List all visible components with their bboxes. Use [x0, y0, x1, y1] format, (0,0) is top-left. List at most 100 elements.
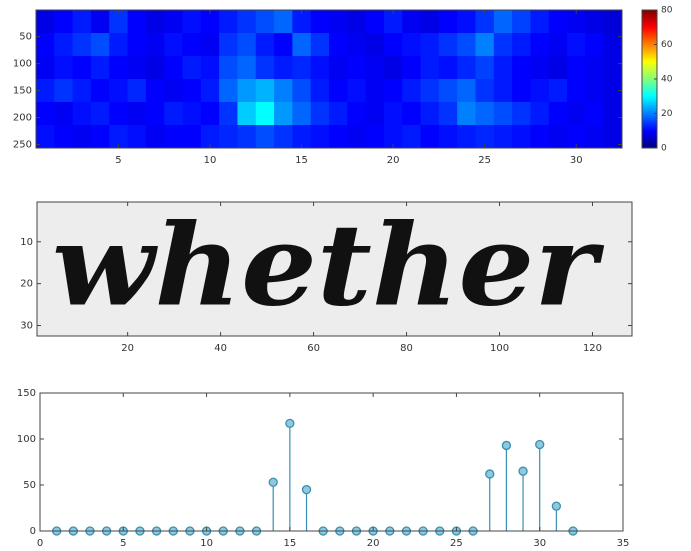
heat-cell	[237, 102, 256, 126]
x-tick-label: 15	[295, 155, 308, 166]
heat-cell	[146, 79, 165, 103]
heat-cell	[476, 102, 495, 126]
heat-cell	[439, 102, 458, 126]
heat-cell	[311, 10, 330, 34]
heat-cell	[494, 56, 513, 80]
heat-cell	[292, 79, 311, 103]
stem-marker	[536, 441, 544, 449]
heat-cell	[329, 79, 348, 103]
heat-cell	[109, 102, 128, 126]
heat-cell	[457, 102, 476, 126]
handwriting: whether	[52, 200, 604, 331]
heat-cell	[311, 56, 330, 80]
x-tick-label: 100	[490, 343, 509, 354]
heat-cell	[567, 56, 586, 80]
heat-cell	[183, 10, 202, 34]
heat-cell	[109, 33, 128, 57]
y-tick-label: 30	[20, 321, 33, 332]
x-tick-label: 25	[478, 155, 491, 166]
heat-cell	[476, 56, 495, 80]
colorbar-tick-label: 40	[661, 75, 673, 85]
heat-cell	[73, 33, 92, 57]
heat-cell	[494, 79, 513, 103]
heat-cell	[183, 102, 202, 126]
heat-cell	[91, 125, 110, 149]
heat-cell	[128, 102, 147, 126]
heat-cell	[329, 125, 348, 149]
x-tick-label: 40	[214, 343, 227, 354]
heat-cell	[439, 56, 458, 80]
heat-cell	[73, 102, 92, 126]
heat-cell	[402, 102, 421, 126]
heat-cell	[128, 125, 147, 149]
heat-cell	[36, 10, 55, 34]
heat-cell	[402, 56, 421, 80]
heat-cell	[164, 102, 183, 126]
heat-cell	[73, 56, 92, 80]
heat-cell	[585, 102, 604, 126]
x-tick-label: 20	[387, 155, 400, 166]
heat-cell	[274, 102, 293, 126]
heat-cell	[347, 56, 366, 80]
heat-cell	[402, 33, 421, 57]
heat-cell	[128, 56, 147, 80]
heat-cell	[366, 10, 385, 34]
heat-cell	[366, 33, 385, 57]
heat-cell	[494, 125, 513, 149]
heat-cell	[439, 33, 458, 57]
heat-cell	[54, 10, 73, 34]
heat-cell	[237, 10, 256, 34]
x-tick-label: 20	[121, 343, 134, 354]
heat-cell	[457, 33, 476, 57]
heat-cell	[73, 79, 92, 103]
y-tick-label: 100	[17, 434, 36, 445]
heat-cell	[54, 56, 73, 80]
heat-cell	[402, 10, 421, 34]
heat-cell	[311, 102, 330, 126]
heat-cell	[219, 125, 238, 149]
heat-cell	[128, 10, 147, 34]
heat-cell	[201, 33, 220, 57]
y-tick-label: 250	[13, 139, 32, 150]
heat-cell	[347, 33, 366, 57]
heat-cell	[292, 56, 311, 80]
heat-cell	[549, 33, 568, 57]
heat-cell	[512, 10, 531, 34]
heat-cell	[457, 125, 476, 149]
heat-cell	[237, 33, 256, 57]
heat-cell	[329, 102, 348, 126]
heat-cell	[421, 102, 440, 126]
heat-cell	[512, 56, 531, 80]
stem-marker	[286, 419, 294, 427]
heat-cell	[476, 33, 495, 57]
heat-cell	[109, 56, 128, 80]
heat-cell	[73, 10, 92, 34]
colorbar-tick-label: 60	[661, 40, 673, 50]
heat-cell	[274, 79, 293, 103]
x-tick-label: 10	[200, 538, 213, 549]
heat-cell	[164, 10, 183, 34]
heat-cell	[164, 79, 183, 103]
stem-marker	[552, 502, 560, 510]
heat-cell	[219, 102, 238, 126]
heat-cell	[311, 125, 330, 149]
stem-marker	[502, 441, 510, 449]
heat-cell	[91, 79, 110, 103]
heat-cell	[292, 33, 311, 57]
heat-cell	[91, 56, 110, 80]
heat-cell	[91, 10, 110, 34]
heat-cell	[36, 56, 55, 80]
heat-cell	[347, 10, 366, 34]
x-tick-label: 5	[115, 155, 121, 166]
x-tick-label: 80	[400, 343, 413, 354]
heat-cell	[201, 56, 220, 80]
heat-cell	[237, 56, 256, 80]
x-tick-label: 60	[307, 343, 320, 354]
heat-cell	[54, 79, 73, 103]
heat-cell	[237, 125, 256, 149]
heat-cell	[421, 56, 440, 80]
heat-cell	[457, 79, 476, 103]
heat-cell	[219, 10, 238, 34]
heat-cell	[183, 56, 202, 80]
heat-cell	[274, 33, 293, 57]
